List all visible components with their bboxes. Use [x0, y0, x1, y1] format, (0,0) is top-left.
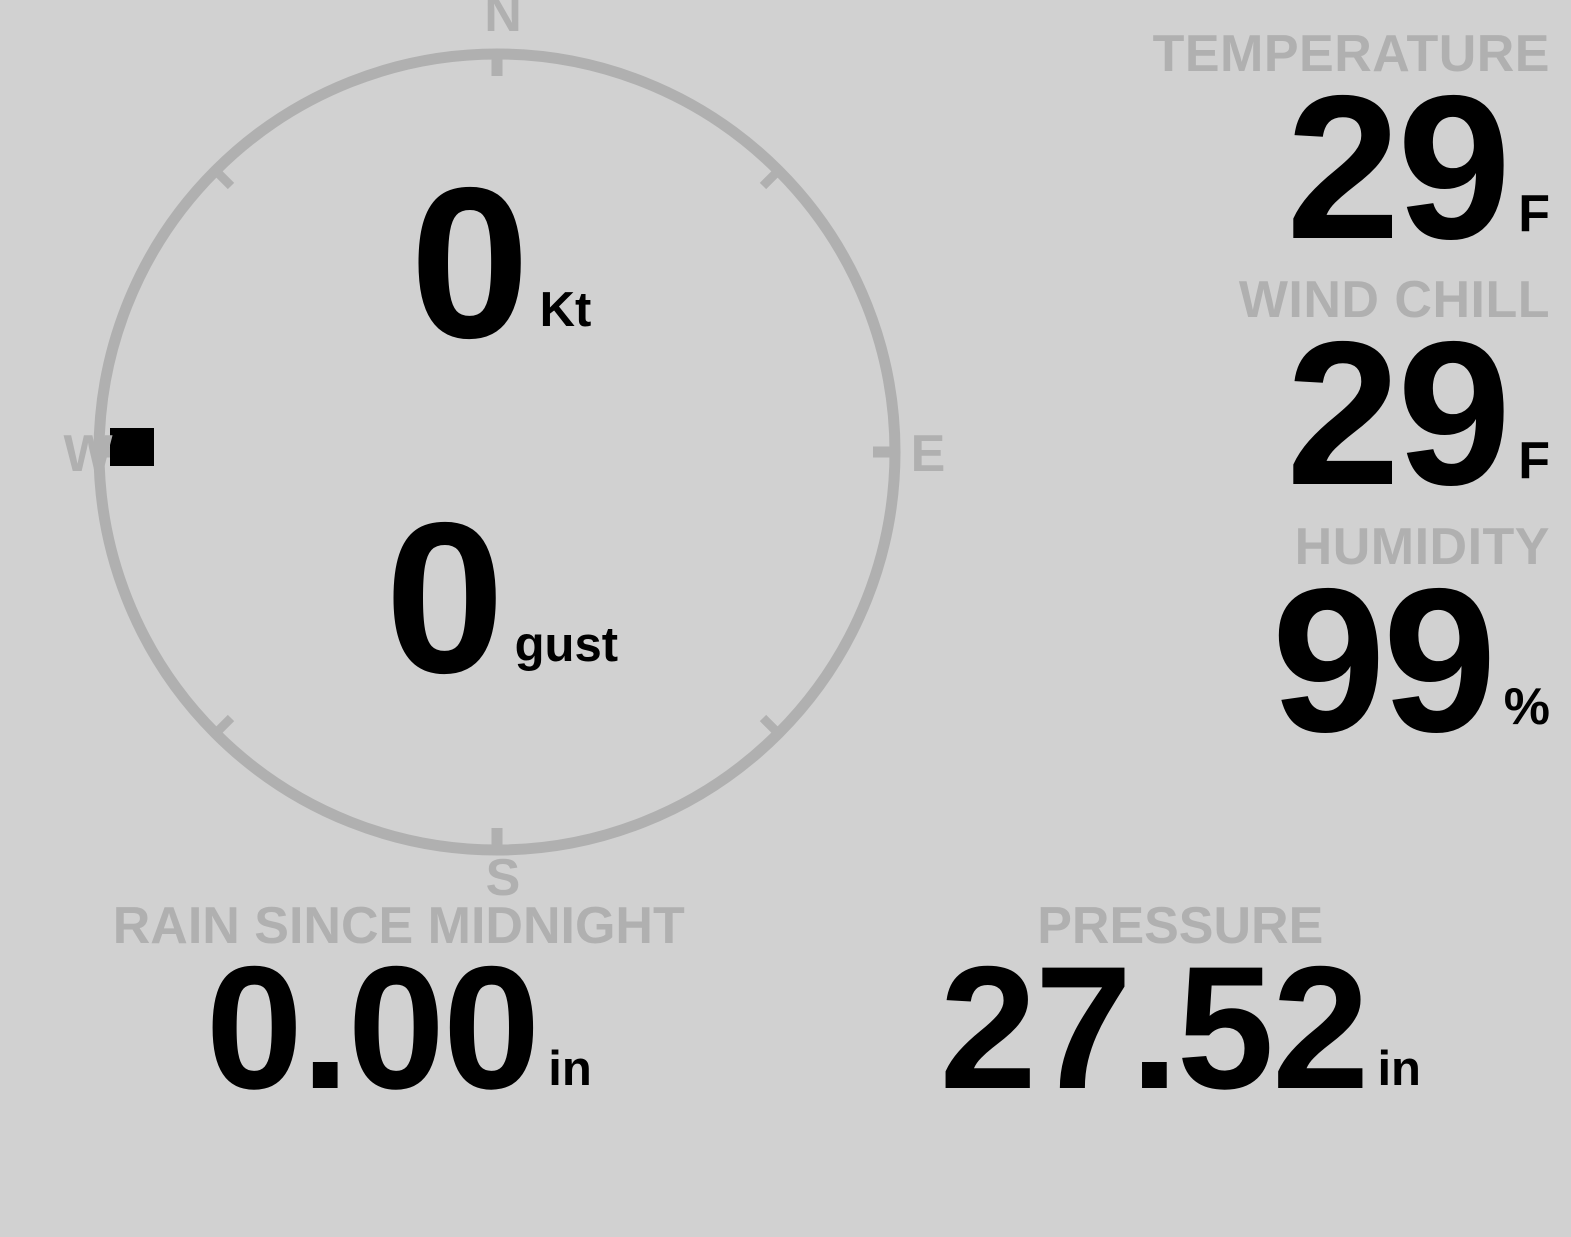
- wind-speed-unit: Kt: [539, 283, 592, 338]
- compass-tick-ne: [759, 167, 782, 190]
- metric-pressure[interactable]: PRESSURE 27.52 in: [790, 897, 1571, 1126]
- metric-temperature-label: TEMPERATURE: [1152, 25, 1550, 83]
- metric-column: TEMPERATURE 29 F WIND CHILL 29 F HUMIDIT…: [920, 25, 1550, 775]
- compass-label-south: S: [485, 849, 521, 907]
- metric-humidity-label: HUMIDITY: [1294, 517, 1550, 576]
- metric-humidity-unit: %: [1503, 677, 1550, 736]
- metric-pressure-value: 27.52: [939, 931, 1370, 1126]
- metric-wind-chill-value-row: 29 F: [920, 299, 1550, 529]
- compass-tick-se: [759, 714, 782, 737]
- metric-temperature[interactable]: TEMPERATURE 29 F: [920, 25, 1550, 282]
- compass-tick-nw: [212, 167, 235, 190]
- metric-rain-label: RAIN SINCE MIDNIGHT: [112, 897, 685, 955]
- metric-wind-chill-label: WIND CHILL: [1238, 271, 1550, 330]
- metric-rain-unit: in: [548, 1042, 592, 1096]
- compass-label-north: N: [484, 0, 522, 43]
- compass-tick-sw: [212, 714, 235, 737]
- bottom-metric-row: RAIN SINCE MIDNIGHT 0.00 in PRESSURE 27.…: [0, 900, 1571, 1130]
- wind-speed-readout: 0 Kt: [410, 142, 592, 383]
- wind-gust-unit: gust: [514, 618, 619, 673]
- metric-rain-since-midnight[interactable]: RAIN SINCE MIDNIGHT 0.00 in: [0, 897, 790, 1126]
- metric-temperature-unit: F: [1518, 185, 1550, 244]
- compass-label-west: W: [63, 425, 113, 483]
- metric-humidity[interactable]: HUMIDITY 99 %: [920, 517, 1550, 775]
- metric-rain-value-row: 0.00 in: [8, 931, 790, 1126]
- metric-temperature-value-row: 29 F: [920, 53, 1550, 282]
- wind-gust-readout: 0 gust: [385, 477, 619, 718]
- metric-pressure-unit: in: [1377, 1042, 1421, 1096]
- metric-pressure-value-row: 27.52 in: [790, 931, 1571, 1126]
- compass-dial-svg: [93, 48, 901, 856]
- wind-gust-value: 0: [385, 477, 505, 718]
- metric-wind-chill-unit: F: [1518, 431, 1550, 490]
- metric-wind-chill[interactable]: WIND CHILL 29 F: [920, 271, 1550, 529]
- wind-direction-compass[interactable]: N E S W 0 Kt 0 gust: [60, 0, 950, 904]
- metric-temperature-value: 29: [1286, 53, 1511, 282]
- wind-speed-value: 0: [410, 142, 530, 383]
- metric-rain-value: 0.00: [205, 931, 541, 1126]
- metric-pressure-label: PRESSURE: [1037, 897, 1324, 955]
- metric-humidity-value: 99: [1271, 545, 1497, 775]
- wind-direction-marker: [110, 428, 154, 466]
- metric-wind-chill-value: 29: [1286, 299, 1511, 529]
- compass-minor-tick-group: [212, 167, 782, 737]
- metric-humidity-value-row: 99 %: [920, 545, 1550, 775]
- compass-label-east: E: [910, 425, 946, 483]
